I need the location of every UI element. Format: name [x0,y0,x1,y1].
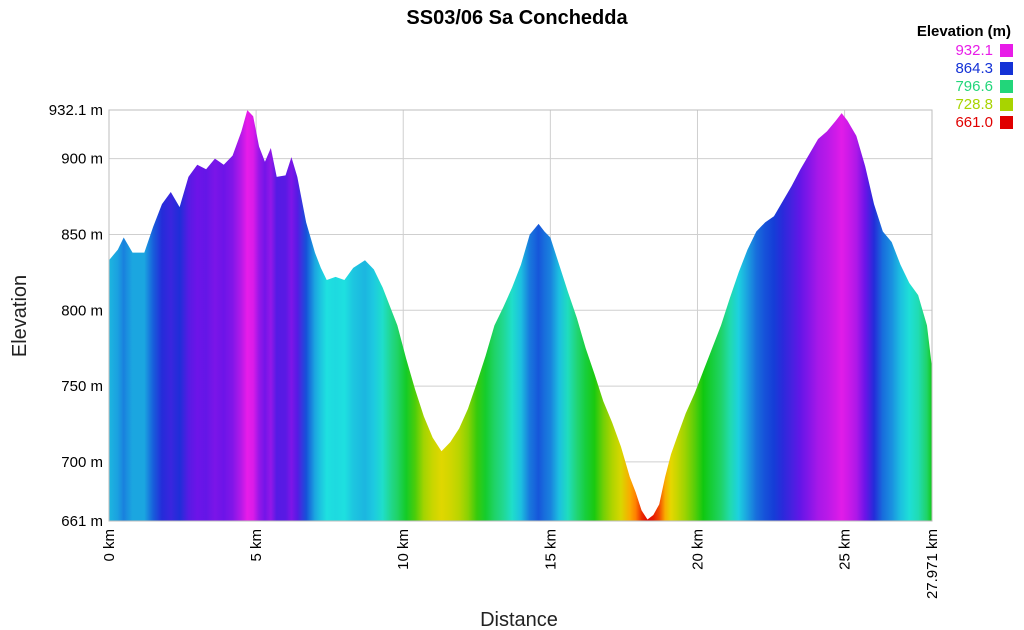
x-axis-title: Distance [480,609,558,630]
chart-title: SS03/06 Sa Conchedda [406,7,628,29]
legend-swatch [1000,44,1013,57]
y-tick-label: 932.1 m [49,102,103,119]
elevation-profile-area [109,110,932,521]
y-axis-title: Elevation [9,275,31,357]
x-tick-label: 10 km [395,529,412,570]
plot-frame [108,109,933,522]
y-tick-label: 850 m [61,226,103,243]
y-tick-label: 900 m [61,151,103,168]
x-tick-label: 27.971 km [924,529,941,599]
legend-entry-label: 932.1 [955,42,993,59]
y-tick-label: 750 m [61,378,103,395]
legend-entry-label: 661.0 [955,114,993,131]
legend-swatch [1000,116,1013,129]
legend-entry-label: 864.3 [955,60,993,77]
legend-entry-label: 796.6 [955,78,993,95]
y-tick-label: 700 m [61,454,103,471]
x-tick-label: 15 km [542,529,559,570]
legend-title: Elevation (m) [917,23,1011,40]
x-tick-label: 20 km [689,529,706,570]
legend-entry-label: 728.8 [955,96,993,113]
y-tick-label: 800 m [61,302,103,319]
x-tick-label: 0 km [101,529,118,562]
legend-swatch [1000,80,1013,93]
legend-swatch [1000,98,1013,111]
legend-swatch [1000,62,1013,75]
y-tick-label: 661 m [61,513,103,530]
y-axis: 661 m 700 m 750 m 800 m 850 m 900 m 932.1 m [49,102,103,530]
x-tick-label: 5 km [248,529,265,562]
x-tick-label: 25 km [837,529,854,570]
x-axis: 0 km 5 km 10 km 15 km 20 km 25 km 27.971 km [101,529,941,599]
